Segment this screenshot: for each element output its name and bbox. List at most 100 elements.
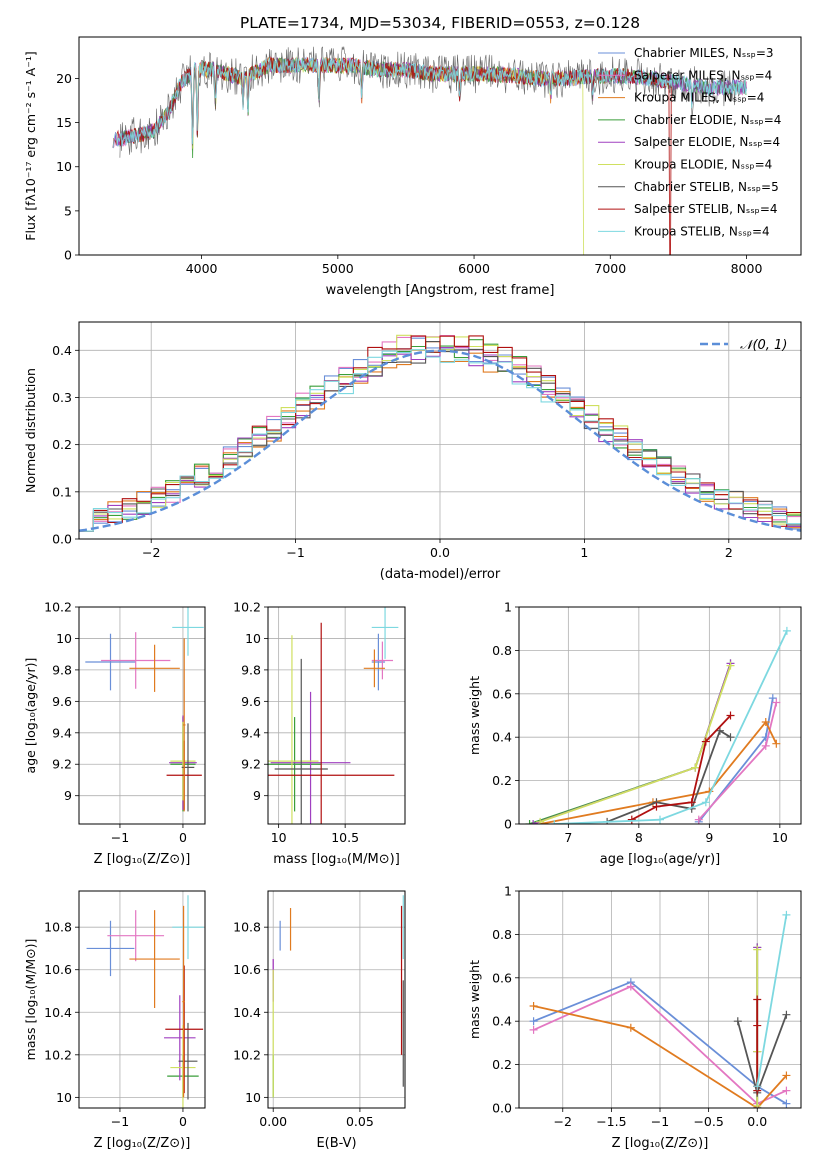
point-marker-kroupa_miles <box>782 1071 791 1080</box>
plot-area-age_vs_mass <box>268 607 399 824</box>
point-marker-chabrier_stelib <box>782 1010 791 1019</box>
x-tick-label: 10 <box>271 830 287 845</box>
x-tick-label: 1 <box>580 545 588 560</box>
point-marker-salpeter_stelib <box>753 1021 762 1030</box>
axes-frame <box>518 890 802 1109</box>
panel-mass_vs_Z: −1 0 10 10.2 10.4 10.6 10.8 Z [log₁₀(Z/Z⊙)] mass… <box>23 890 206 1151</box>
plot-area-mass_weight_vs_Z <box>529 910 791 1108</box>
y-tick-label: 10.2 <box>233 600 261 615</box>
x-tick-label: −1 <box>111 830 129 845</box>
y-axis-label: age [log₁₀(age/yr)] <box>23 658 38 774</box>
point-marker-salpeter_stelib <box>701 737 710 746</box>
legend-label: Chabrier MILES, Nₛₛₚ=3 <box>634 46 774 60</box>
x-tick-label: 0.0 <box>747 1114 767 1129</box>
axes-frame <box>267 606 406 825</box>
point-marker-salpeter_miles <box>761 741 770 750</box>
point-marker-salpeter_miles <box>694 815 703 824</box>
point-marker-salpeter_miles <box>626 982 635 991</box>
point-marker-kroupa_stelib <box>656 815 664 824</box>
x-tick-label: −1 <box>651 1114 669 1129</box>
x-axis-label: Z [log₁₀(Z/Z⊙)] <box>94 1136 191 1151</box>
series-line-kroupa_stelib <box>554 630 788 824</box>
y-tick-label: 20 <box>56 71 72 86</box>
point-marker-chabrier_stelib <box>726 733 735 742</box>
y-tick-label: 0.2 <box>492 773 512 788</box>
y-tick-label: 5 <box>64 203 72 218</box>
plot-area-mass_weight_vs_age <box>525 626 791 824</box>
x-tick-label: 7 <box>564 830 572 845</box>
y-tick-label: 0.0 <box>492 1101 512 1116</box>
x-tick-label: −1.5 <box>596 1114 626 1129</box>
y-tick-label: 9.4 <box>241 725 261 740</box>
x-tick-label: 9 <box>705 830 713 845</box>
panel-age_vs_Z: −1 0 9 9.2 9.4 9.6 9.8 10 10.2 Z [log₁₀(Z/Z⊙)] age… <box>23 600 206 867</box>
y-tick-label: 10.8 <box>44 920 72 935</box>
y-tick-label: 0.1 <box>52 484 72 499</box>
point-marker-kroupa_stelib <box>782 626 791 635</box>
plot-area-age_vs_Z <box>85 607 204 812</box>
point-marker-salpeter_elodie <box>529 820 538 824</box>
x-tick-label: −0.5 <box>693 1114 723 1129</box>
y-tick-label: 10.6 <box>44 962 72 977</box>
panel-residuals: −2 −1 0.0 1 2 0.0 0.1 0.2 0.3 0.4 (data-model)/err… <box>23 321 802 582</box>
y-tick-label: 0.4 <box>492 730 512 745</box>
axes-frame <box>78 321 802 540</box>
y-tick-label: 10.6 <box>233 962 261 977</box>
y-tick-label: 10 <box>56 631 72 646</box>
legend-label: Salpeter MILES, Nₛₛₚ=4 <box>634 68 772 82</box>
x-tick-label: −2 <box>142 545 160 560</box>
y-tick-label: 0.8 <box>492 927 512 942</box>
point-marker-kroupa_elodie <box>726 661 735 670</box>
legend-label: 𝒩(0, 1) <box>740 338 787 353</box>
point-marker-kroupa_stelib <box>753 1082 762 1091</box>
x-tick-label: 8 <box>635 830 643 845</box>
series-line-chabrier_miles <box>533 981 787 1105</box>
point-marker-salpeter_miles <box>772 698 781 707</box>
y-tick-label: 10.4 <box>44 1005 72 1020</box>
y-tick-label: 9.8 <box>241 662 261 677</box>
y-tick-label: 0.2 <box>492 1057 512 1072</box>
x-tick-label: 0.0 <box>430 545 450 560</box>
spectrum-line-kroupa_stelib <box>112 56 747 149</box>
x-tick-label: 6000 <box>458 261 490 276</box>
y-tick-label: 0.4 <box>492 1014 512 1029</box>
y-tick-label: 0.0 <box>52 532 72 547</box>
figure-title: PLATE=1734, MJD=53034, FIBERID=0553, z=0… <box>240 14 640 32</box>
x-axis-label: mass [log₁₀(M/M⊙)] <box>273 852 400 867</box>
x-tick-label: −2 <box>554 1114 572 1129</box>
x-axis-label: Z [log₁₀(Z/Z⊙)] <box>612 1136 709 1151</box>
x-tick-label: 10.5 <box>331 830 359 845</box>
x-tick-label: 8000 <box>731 261 763 276</box>
x-tick-label: 0 <box>179 1114 187 1129</box>
point-marker-kroupa_miles <box>626 1023 635 1032</box>
axes-frame <box>267 890 406 1109</box>
y-tick-label: 0.8 <box>492 643 512 658</box>
series-line-salpeter_miles <box>533 985 787 1105</box>
point-marker-kroupa_elodie <box>691 763 700 772</box>
y-axis-label: mass weight <box>467 676 482 755</box>
legend-label: Kroupa ELODIE, Nₛₛₚ=4 <box>634 158 772 172</box>
y-tick-label: 15 <box>56 115 72 130</box>
panel-mass_weight_vs_age: 7 8 9 10 0 0.2 0.4 0.6 0.8 1 age [log₁₀(age/yr)] ma… <box>467 600 802 867</box>
x-tick-label: 7000 <box>594 261 626 276</box>
y-tick-label: 10.2 <box>44 1047 72 1062</box>
y-tick-label: 0.6 <box>492 686 512 701</box>
legend: Chabrier MILES, Nₛₛₚ=3 Salpeter MILES, Nₛ… <box>598 46 781 238</box>
y-tick-label: 10 <box>245 1090 261 1105</box>
x-axis-label: wavelength [Angstrom, rest frame] <box>326 283 555 298</box>
panel-spectrum: 4000 5000 6000 7000 8000 0 5 10 15 20 wavelength [… <box>23 36 802 298</box>
spectrum-line-salpeter_stelib <box>112 56 672 255</box>
x-tick-label: 4000 <box>186 261 218 276</box>
point-marker-chabrier_miles <box>529 1017 538 1026</box>
x-tick-label: 10 <box>772 830 788 845</box>
y-tick-label: 10.8 <box>233 920 261 935</box>
panel-mass_weight_vs_Z: −2 −1.5 −1 −0.5 0.0 0.0 0.2 0.4 0.6 0.8 1 Z [log₁₀(… <box>467 884 802 1151</box>
axes-frame <box>78 890 206 1109</box>
y-tick-label: 0.3 <box>52 390 72 405</box>
point-marker-salpeter_stelib <box>753 995 762 1004</box>
point-marker-kroupa_elodie <box>753 945 762 954</box>
point-marker-salpeter_stelib <box>652 802 661 811</box>
x-tick-label: 0.00 <box>259 1114 287 1129</box>
